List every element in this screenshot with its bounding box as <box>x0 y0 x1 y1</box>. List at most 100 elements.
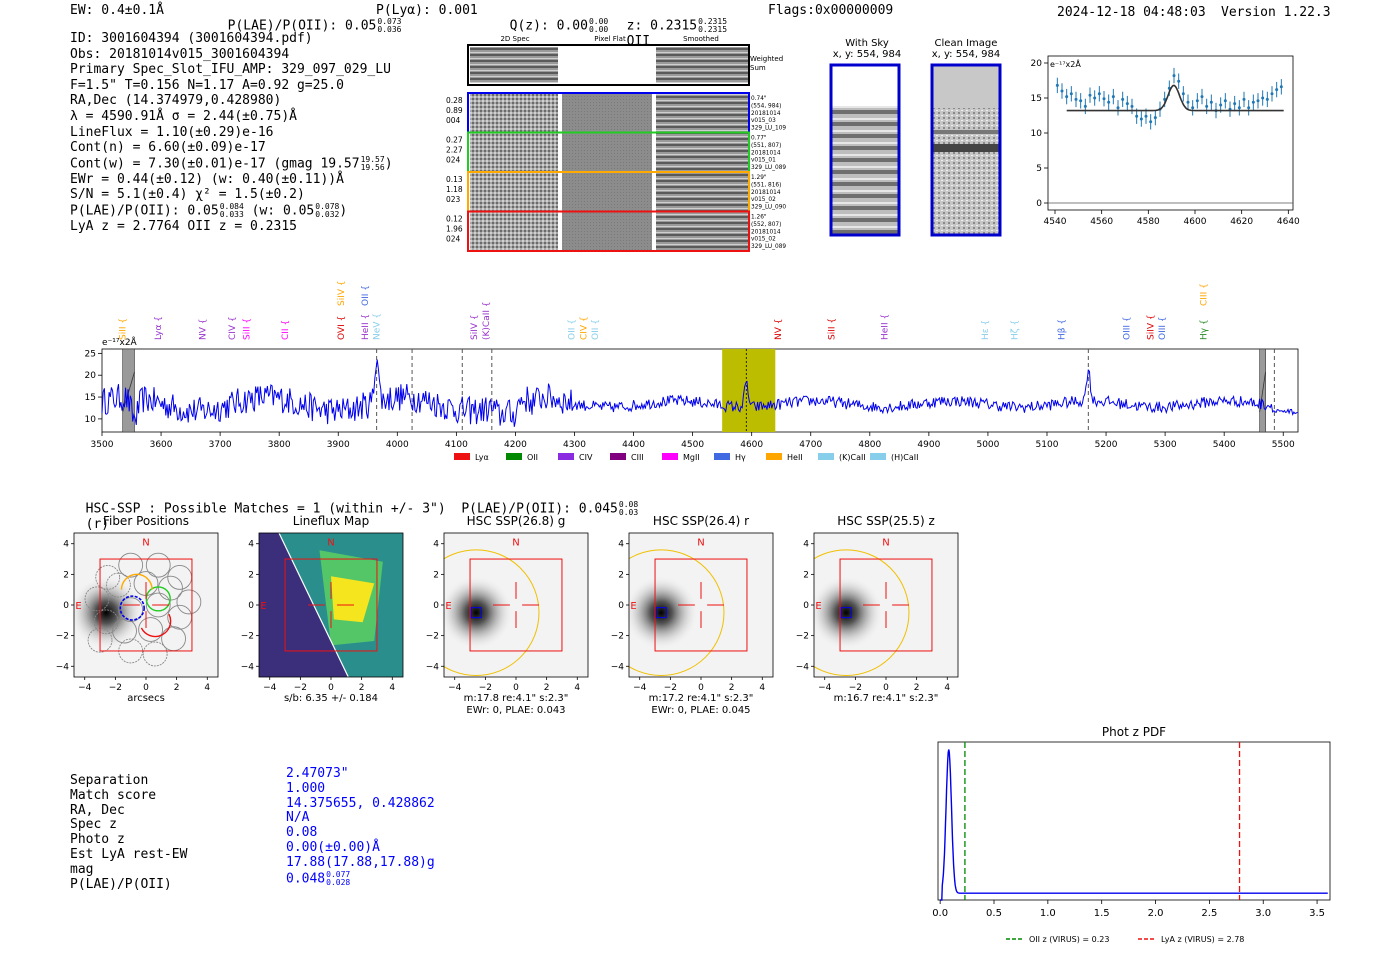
hsc-east-label: E <box>630 601 636 612</box>
hsc-ellipse-aperture <box>629 549 725 676</box>
cutout-row-meta: 1.29" <box>751 175 767 181</box>
cutout-row-gap <box>558 133 562 171</box>
header-plae-text: P(LAE)/P(OII): 0.05 <box>227 18 377 34</box>
hsc-xtick-label: −4 <box>633 683 647 693</box>
spectrum-xtick-label: 4000 <box>386 440 409 450</box>
cutout-row-2d <box>470 173 558 211</box>
header-qz-lo: 0.00 <box>588 25 609 34</box>
cutout-row-stat: 023 <box>446 195 461 204</box>
hsc-xtick-label: 4 <box>574 683 580 693</box>
hsc-panel-image: N E 4 −4 2 −2 0 0 −2 2 −4 4 <box>796 532 959 693</box>
info-lineflux: LineFlux = 1.10(±0.29)e-16 <box>70 124 274 140</box>
spectrum-xtick-label: 5200 <box>1095 440 1118 450</box>
spectrum-line-label: CIII { <box>1199 283 1209 306</box>
inset-point <box>1186 100 1190 104</box>
with-sky-xy: x, y: 554, 984 <box>832 49 902 60</box>
with-sky-title: With Sky <box>845 38 889 49</box>
inset-fit-curve <box>1066 84 1284 112</box>
photz-title: Phot z PDF <box>1102 725 1166 739</box>
header-z-range: 0.2315 0.2315 <box>698 18 727 34</box>
cutout-row-gap <box>652 212 656 250</box>
fiber-circle <box>138 617 163 642</box>
cutout-row-meta: (552, 807) <box>751 222 781 228</box>
spectrum-legend-label: CIV <box>579 453 593 462</box>
cutout-row-stat: 1.18 <box>446 185 463 194</box>
header-plae: P(LAE)/P(OII): 0.05 0.073 0.036 <box>212 3 402 34</box>
info-plae-w: (w: 0.05 <box>243 203 315 219</box>
inset-point <box>1237 106 1241 110</box>
inset-point <box>1233 102 1237 106</box>
cutout-row-gap <box>558 212 562 250</box>
spectrum-xtick-label: 4100 <box>445 440 468 450</box>
spectrum-xtick-label: 4900 <box>917 440 940 450</box>
hsc-xtick-label: −4 <box>78 683 92 693</box>
info-plae-lo: 0.033 <box>219 210 244 220</box>
inset-ytick-label: 10 <box>1031 129 1043 139</box>
spectrum-line-label: Lyα { <box>154 316 164 340</box>
info-contw-text: Cont(w) = 7.30(±0.01)e-17 (gmag 19.57 <box>70 156 360 172</box>
header-qz-range: 0.00 0.00 <box>589 18 608 34</box>
spectrum-legend-swatch <box>818 453 834 460</box>
inset-frame <box>1047 55 1294 211</box>
clean-title: Clean Image <box>934 38 998 49</box>
inset-xtick-label: 4560 <box>1090 217 1113 227</box>
info-plae-w-lo: 0.032 <box>315 210 340 220</box>
hsc-xtick-label: 4 <box>759 683 765 693</box>
header-z-hi: 0.2315 <box>698 17 728 26</box>
hsc-aperture-box <box>469 558 563 652</box>
hsc-ytick-label: 4 <box>248 540 254 550</box>
photz-xtick-label: 0.5 <box>986 908 1002 919</box>
hsc-xtick-label: −2 <box>849 683 862 693</box>
fiber-circle <box>93 609 119 635</box>
header-ew: EW: 0.4±0.1Å <box>70 3 164 18</box>
cutout-row-stat: 024 <box>446 156 461 165</box>
inset-xtick-label: 4600 <box>1184 217 1207 227</box>
info-primary: Primary Spec_Slot_IFU_AMP: 329_097_029_L… <box>70 62 391 78</box>
spectrum-xtick-label: 4300 <box>563 440 586 450</box>
hsc-aperture-box <box>839 558 933 652</box>
info-contw: Cont(w) = 7.30(±0.01)e-17 (gmag 19.57 19.… <box>70 155 393 172</box>
header-z-text: z: 0.2315 <box>626 18 698 34</box>
inset-point <box>1270 92 1274 96</box>
info-id: ID: 3001604394 (3001604394.pdf) <box>70 31 313 46</box>
spectrum-line-label: NV { <box>774 319 784 340</box>
hsc-north-label: N <box>142 537 149 548</box>
inset-point <box>1200 95 1204 99</box>
hsc-panel-image: N E 4 −4 2 −2 0 0 −2 2 −4 4 <box>611 532 774 693</box>
hsc-xtick-label: 0 <box>883 683 889 693</box>
inset-point <box>1055 83 1059 87</box>
hsc-xtick-label: 0 <box>328 683 334 693</box>
spectrum-xtick-label: 5000 <box>976 440 999 450</box>
spectrum-line-label: NV { <box>198 319 208 340</box>
hsc-match-marker <box>840 607 852 619</box>
fiber-third <box>120 573 153 590</box>
cutout-col-2d: 2D Spec <box>500 35 529 43</box>
spectrum-xtick-label: 5500 <box>1272 440 1295 450</box>
clean-top-mask <box>933 66 999 108</box>
inset-xtick-label: 4620 <box>1230 217 1253 227</box>
info-plae-end: ) <box>339 203 348 219</box>
hsc-ytick-label: −4 <box>426 662 440 672</box>
hsc-ytick-label: 0 <box>433 601 439 611</box>
spectrum-line-label: OIII { <box>1123 316 1133 340</box>
lineflux-edge <box>259 533 349 677</box>
header-datetime: 2024-12-18 04:48:03 <box>1057 5 1206 20</box>
spectrum-xtick-label: 5400 <box>1213 440 1236 450</box>
spectrum-line-label: OIII { <box>1158 316 1168 340</box>
cutout-row-meta: 1.26" <box>751 215 767 221</box>
spectrum-xtick-label: 3700 <box>209 440 232 450</box>
match-value-plae-lo: 0.028 <box>326 877 351 887</box>
hsc-panel-image: N E 4 −4 2 −2 0 0 −2 2 −4 4 <box>426 532 589 693</box>
match-label-separation: Separation <box>70 773 149 788</box>
spectrum-xtick-label: 5100 <box>1036 440 1059 450</box>
hsc-xtick-label: 0 <box>143 683 149 693</box>
inset-point <box>1219 103 1223 107</box>
hsc-east-label: E <box>815 601 821 612</box>
inset-xtick-label: 4580 <box>1137 217 1160 227</box>
hsc-panel-image: N E 4 −4 2 −2 0 0 −2 2 −4 4 <box>56 532 219 693</box>
info-plae-range: 0.084 0.033 <box>220 203 244 219</box>
weighted-label-2: Sum <box>750 64 766 72</box>
match-label-plae: P(LAE)/P(OII) <box>70 876 172 892</box>
cutout-row-stat: 0.28 <box>446 96 463 105</box>
spectrum-line-label: SiII { <box>827 318 837 340</box>
